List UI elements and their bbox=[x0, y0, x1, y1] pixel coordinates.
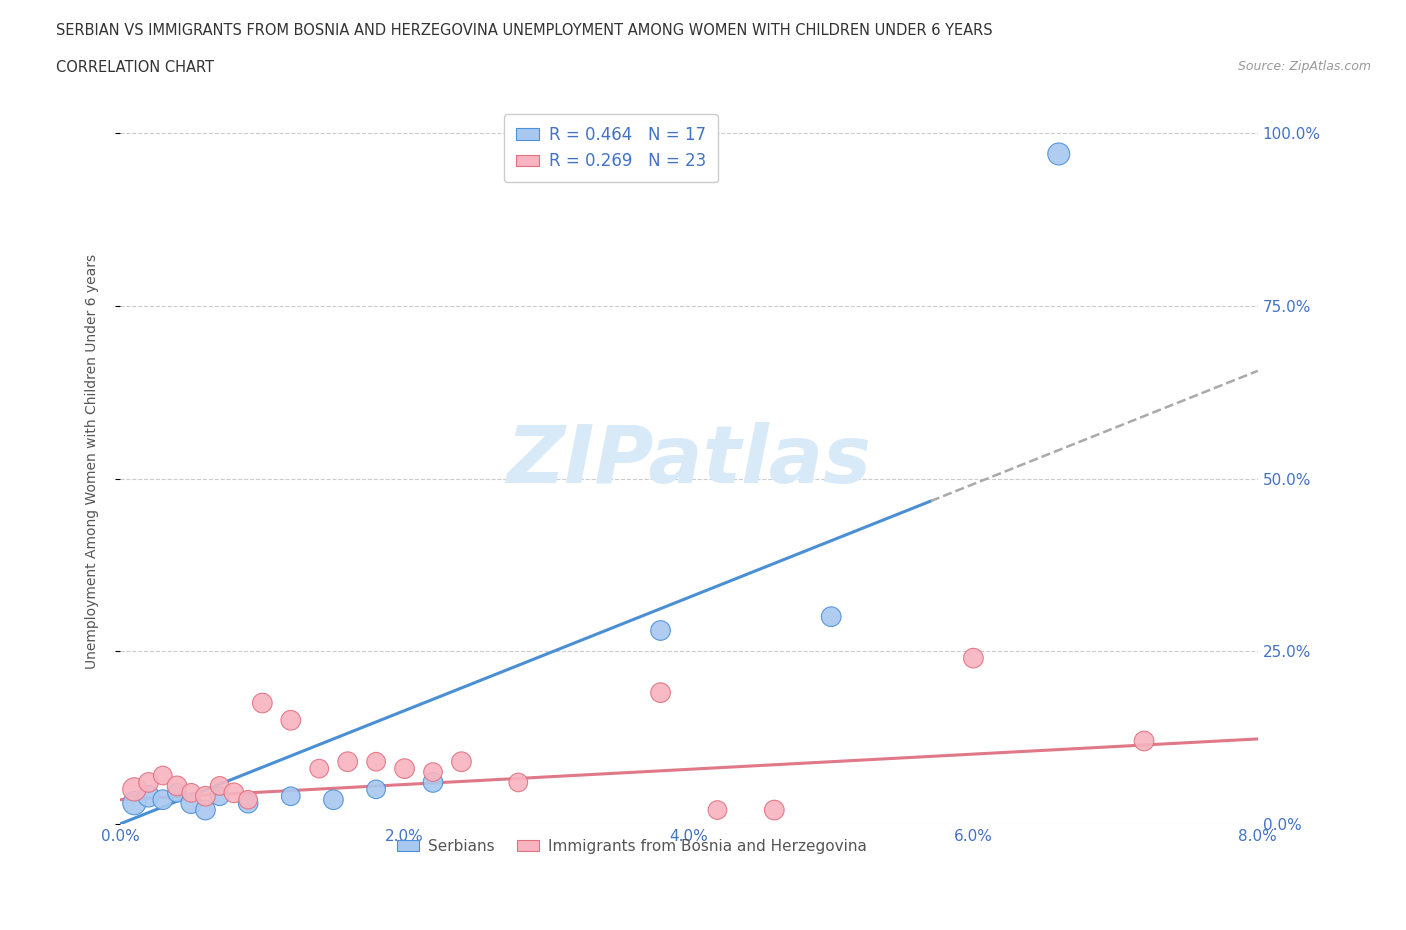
Point bbox=[322, 792, 344, 807]
Point bbox=[236, 792, 259, 807]
Point bbox=[308, 761, 330, 776]
Point bbox=[208, 778, 231, 793]
Point bbox=[180, 785, 202, 800]
Text: CORRELATION CHART: CORRELATION CHART bbox=[56, 60, 214, 75]
Point bbox=[650, 147, 672, 162]
Point bbox=[450, 754, 472, 769]
Point bbox=[336, 754, 359, 769]
Text: SERBIAN VS IMMIGRANTS FROM BOSNIA AND HERZEGOVINA UNEMPLOYMENT AMONG WOMEN WITH : SERBIAN VS IMMIGRANTS FROM BOSNIA AND HE… bbox=[56, 23, 993, 38]
Point bbox=[180, 796, 202, 811]
Point bbox=[366, 754, 388, 769]
Point bbox=[650, 685, 672, 700]
Point bbox=[422, 775, 444, 790]
Point bbox=[194, 803, 217, 817]
Point bbox=[962, 651, 984, 666]
Point bbox=[820, 609, 842, 624]
Point bbox=[166, 778, 188, 793]
Point bbox=[138, 789, 160, 804]
Point bbox=[138, 775, 160, 790]
Point bbox=[706, 803, 728, 817]
Point bbox=[124, 782, 146, 797]
Point bbox=[152, 768, 174, 783]
Point bbox=[252, 696, 274, 711]
Legend: Serbians, Immigrants from Bosnia and Herzegovina: Serbians, Immigrants from Bosnia and Her… bbox=[391, 832, 873, 859]
Point bbox=[1047, 147, 1070, 162]
Point bbox=[280, 789, 302, 804]
Point bbox=[166, 785, 188, 800]
Point bbox=[124, 796, 146, 811]
Point bbox=[222, 785, 245, 800]
Y-axis label: Unemployment Among Women with Children Under 6 years: Unemployment Among Women with Children U… bbox=[86, 254, 100, 669]
Point bbox=[208, 789, 231, 804]
Point bbox=[194, 789, 217, 804]
Point bbox=[394, 761, 416, 776]
Point bbox=[280, 712, 302, 727]
Point bbox=[763, 803, 786, 817]
Text: ZIPatlas: ZIPatlas bbox=[506, 422, 872, 500]
Text: Source: ZipAtlas.com: Source: ZipAtlas.com bbox=[1237, 60, 1371, 73]
Point bbox=[422, 764, 444, 779]
Point bbox=[236, 796, 259, 811]
Point bbox=[508, 775, 530, 790]
Point bbox=[152, 792, 174, 807]
Point bbox=[366, 782, 388, 797]
Point bbox=[1133, 734, 1156, 749]
Point bbox=[650, 623, 672, 638]
